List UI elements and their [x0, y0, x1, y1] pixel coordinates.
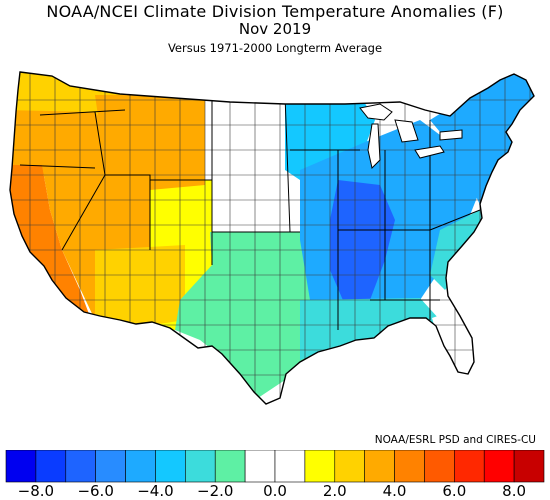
legend-bin	[185, 450, 216, 483]
legend-label: 4.0	[383, 482, 407, 500]
legend-label: −2.0	[197, 482, 233, 500]
legend-label: 0.0	[263, 482, 287, 500]
region-idaho-montana-west	[95, 95, 205, 190]
anomaly-regions	[10, 72, 534, 404]
legend-bin	[65, 450, 96, 483]
state-borders	[19, 94, 481, 330]
region-great-basin	[42, 165, 150, 320]
legend-label: −8.0	[18, 482, 54, 500]
region-texas-oklahoma	[175, 232, 330, 400]
region-mississippi-valley	[330, 180, 395, 305]
legend-labels: −8.0 −6.0 −4.0 −2.0 0.0 2.0 4.0 6.0 8.0	[18, 482, 526, 500]
legend-bin	[364, 450, 395, 483]
legend-bin	[155, 450, 186, 483]
us-climate-division-map	[9, 71, 535, 405]
legend-label: −6.0	[77, 482, 113, 500]
color-scale-legend: −8.0 −6.0 −4.0 −2.0 0.0 2.0 4.0 6.0 8.0	[5, 450, 545, 500]
legend-bin	[394, 450, 425, 483]
region-florida	[432, 310, 480, 380]
legend-bins	[5, 450, 545, 483]
legend-bin	[454, 450, 485, 483]
legend-bin	[214, 450, 246, 483]
legend-bin	[274, 450, 306, 483]
legend-label: −4.0	[137, 482, 173, 500]
legend-label: 8.0	[502, 482, 526, 500]
map-period: Nov 2019	[238, 20, 312, 38]
legend-bin	[304, 450, 336, 483]
map-title: NOAA/NCEI Climate Division Temperature A…	[46, 2, 504, 21]
map-subtitle: Versus 1971-2000 Longterm Average	[167, 41, 383, 55]
legend-label: 2.0	[323, 482, 347, 500]
region-northern-plains	[200, 95, 290, 190]
legend-bin	[5, 450, 37, 483]
legend-bin	[424, 450, 455, 483]
great-lakes	[359, 103, 463, 169]
legend-bin	[334, 450, 365, 483]
legend-bin	[244, 450, 276, 483]
legend-label: 6.0	[442, 482, 466, 500]
legend-bin	[483, 450, 515, 483]
legend-bin	[35, 450, 67, 483]
legend-bin	[125, 450, 156, 483]
us-outline	[9, 71, 535, 405]
legend-bin	[95, 450, 126, 483]
region-southwest-desert	[95, 245, 185, 330]
legend-bin	[513, 450, 545, 483]
map-credit: NOAA/ESRL PSD and CIRES-CU	[374, 434, 536, 446]
